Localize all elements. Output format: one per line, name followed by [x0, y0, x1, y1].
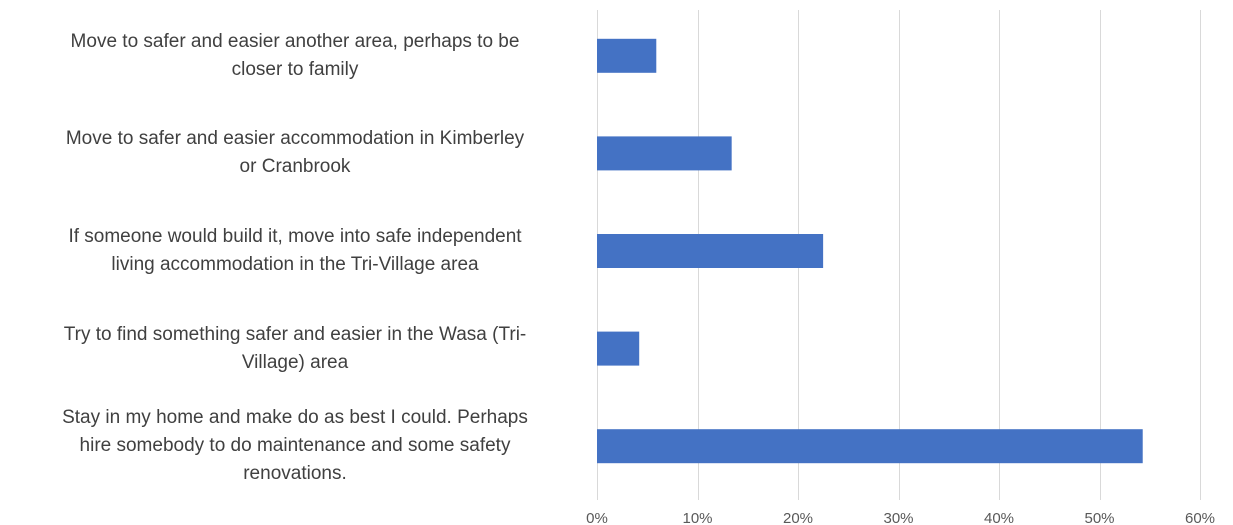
category-label-4: Stay in my home and make do as best I co… [15, 404, 575, 488]
bar-3 [597, 331, 640, 366]
category-label-1: Move to safer and easier accommodation i… [15, 125, 575, 181]
bar-0 [597, 38, 657, 73]
category-label-1-line-1: or Cranbrook [239, 156, 351, 178]
x-tick-label-4: 40% [984, 510, 1014, 525]
bar-4 [597, 429, 1143, 464]
category-label-4-line-2: renovations. [243, 463, 347, 485]
category-label-3: Try to find something safer and easier i… [15, 321, 575, 377]
category-label-2: If someone would build it, move into saf… [15, 223, 575, 279]
x-tick-label-2: 20% [783, 510, 813, 525]
category-label-4-line-0: Stay in my home and make do as best I co… [62, 407, 528, 429]
bar-1 [597, 136, 732, 171]
x-tick-label-1: 10% [682, 510, 712, 525]
category-label-2-line-1: living accommodation in the Tri-Village … [111, 254, 479, 275]
category-label-4-line-1: hire somebody to do maintenance and some… [79, 435, 511, 457]
category-label-2-line-0: If someone would build it, move into saf… [68, 226, 522, 247]
x-tick-label-5: 50% [1084, 510, 1114, 525]
category-label-0-line-1: closer to family [231, 58, 359, 80]
x-tick-label-0: 0% [586, 510, 608, 525]
x-tick-label-3: 30% [883, 510, 913, 525]
bar-2 [597, 234, 824, 268]
category-label-0: Move to safer and easier another area, p… [15, 28, 575, 84]
category-label-3-line-0: Try to find something safer and easier i… [63, 323, 527, 345]
category-label-3-line-1: Village) area [241, 351, 349, 373]
x-tick-label-6: 60% [1185, 510, 1215, 525]
category-label-0-line-0: Move to safer and easier another area, p… [70, 30, 520, 52]
category-label-1-line-0: Move to safer and easier accommodation i… [65, 128, 525, 150]
